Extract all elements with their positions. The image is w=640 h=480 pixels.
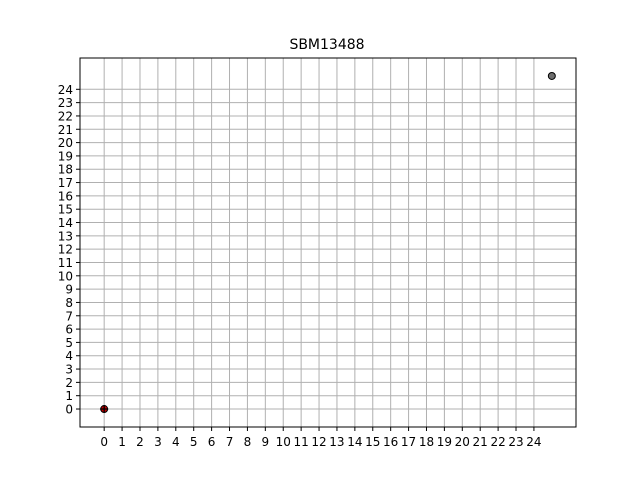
x-tick-label: 20: [455, 435, 470, 449]
y-tick-label: 0: [65, 403, 73, 417]
x-tick-label: 16: [383, 435, 398, 449]
y-tick-label: 13: [58, 229, 73, 243]
y-tick-label: 22: [58, 109, 73, 123]
grid-lines: [80, 58, 576, 427]
x-tick-label: 3: [154, 435, 162, 449]
x-tick-label: 6: [208, 435, 216, 449]
x-tick-label: 12: [311, 435, 326, 449]
x-tick-label: 8: [244, 435, 252, 449]
x-tick-label: 14: [347, 435, 362, 449]
x-tick-label: 2: [136, 435, 144, 449]
y-tick-label: 16: [58, 189, 73, 203]
data-points: [100, 71, 556, 414]
y-tick-label: 17: [58, 176, 73, 190]
y-tick-label: 2: [65, 376, 73, 390]
y-tick-label: 14: [58, 216, 73, 230]
y-tick-label: 18: [58, 163, 73, 177]
x-tick-label: 24: [526, 435, 541, 449]
x-tick-label: 17: [401, 435, 416, 449]
x-tick-label: 7: [226, 435, 234, 449]
y-tick-label: 8: [65, 296, 73, 310]
y-tick-label: 9: [65, 283, 73, 297]
x-tick-label: 18: [419, 435, 434, 449]
y-tick-label: 3: [65, 363, 73, 377]
x-tick-label: 1: [118, 435, 126, 449]
x-tick-label: 19: [437, 435, 452, 449]
y-tick-label: 1: [65, 389, 73, 403]
y-tick-label: 7: [65, 309, 73, 323]
chart-title: SBM13488: [289, 37, 364, 53]
y-tick-label: 11: [58, 256, 73, 270]
data-point: [547, 71, 556, 80]
x-tick-label: 15: [365, 435, 380, 449]
y-tick-label: 10: [58, 269, 73, 283]
y-tick-label: 12: [58, 243, 73, 257]
x-tick-label: 9: [262, 435, 270, 449]
y-tick-label: 6: [65, 323, 73, 337]
y-tick-label: 4: [65, 349, 73, 363]
x-tick-label: 13: [329, 435, 344, 449]
x-tick-label: 5: [190, 435, 198, 449]
y-tick-label: 5: [65, 336, 73, 350]
x-tick-label: 11: [294, 435, 309, 449]
y-tick-label: 21: [58, 123, 73, 137]
x-tick-label: 4: [172, 435, 180, 449]
y-tick-label: 20: [58, 136, 73, 150]
x-tick-label: 0: [100, 435, 108, 449]
x-tick-label: 10: [276, 435, 291, 449]
x-tick-label: 22: [490, 435, 505, 449]
y-tick-label: 24: [58, 83, 73, 97]
x-tick-label: 23: [508, 435, 523, 449]
y-tick-label: 15: [58, 203, 73, 217]
plot-frame: [79, 57, 577, 428]
y-tick-label: 19: [58, 149, 73, 163]
x-axis: 0 1 2 3 4 5 6 7 8 9 10 11 12 13 14 15 16 17 18 19 20 21 22 23 24: [100, 427, 542, 449]
y-tick-label: 23: [58, 96, 73, 110]
x-tick-label: 21: [473, 435, 488, 449]
